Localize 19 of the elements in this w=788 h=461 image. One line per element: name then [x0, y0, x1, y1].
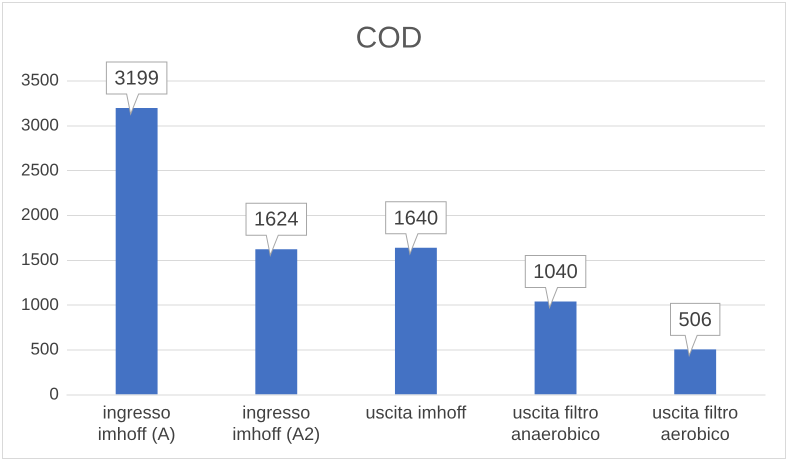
data-label: 3199 — [114, 68, 159, 90]
y-tick-label: 3500 — [20, 70, 59, 90]
data-label: 1640 — [394, 207, 438, 230]
y-tick-label: 2000 — [20, 205, 59, 224]
y-tick-label: 500 — [30, 340, 59, 359]
data-label: 1624 — [254, 208, 299, 231]
x-tick-label: ingresso imhoff (A) — [98, 402, 176, 444]
y-tick-label: 3000 — [20, 116, 59, 135]
y-tick-label: 2500 — [20, 160, 59, 180]
chart-title: COD — [356, 21, 422, 54]
x-tick-label: ingresso imhoff (A2) — [232, 402, 320, 444]
data-label: 506 — [678, 308, 712, 331]
x-tick-label: uscita imhoff — [366, 402, 468, 423]
x-tick-label: uscita filtro anaerobico — [511, 402, 600, 444]
x-tick-label: uscita filtro aerobico — [652, 402, 738, 444]
y-tick-label: 1000 — [20, 294, 59, 314]
y-tick-label: 1500 — [20, 250, 59, 269]
data-label: 1040 — [533, 261, 578, 284]
y-tick-label: 0 — [49, 384, 59, 404]
